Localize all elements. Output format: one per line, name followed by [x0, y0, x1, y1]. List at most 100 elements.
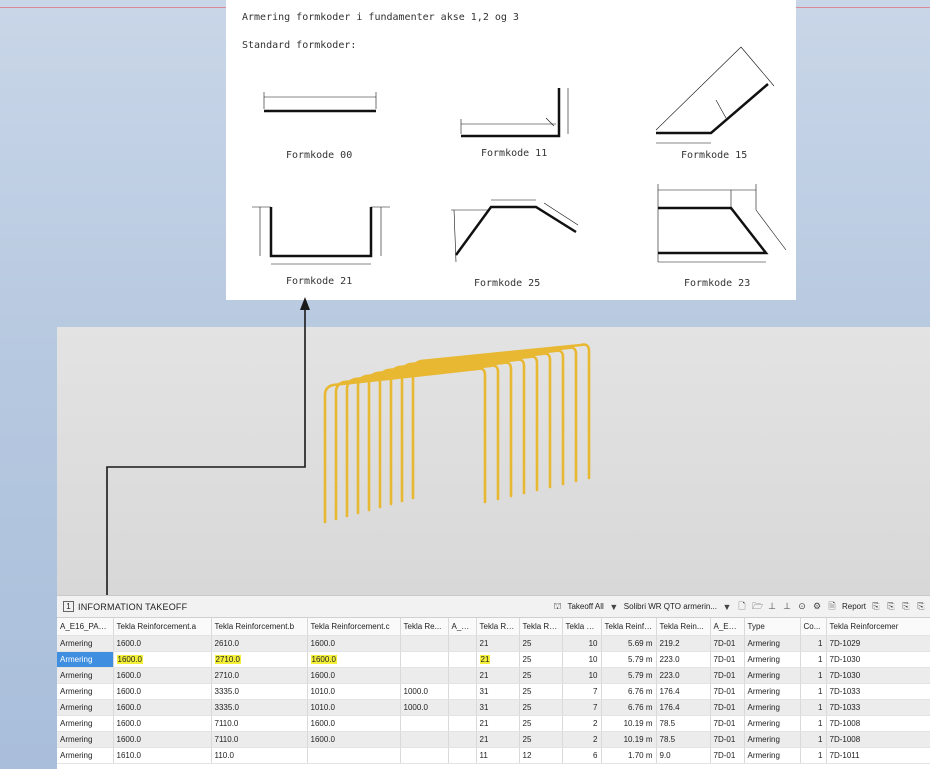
- table-cell[interactable]: 10.19 m: [601, 731, 657, 748]
- table-row[interactable]: Armering 1600.0 2710.0 1600.0 21 25 10 5.79 m 22…: [57, 667, 930, 684]
- table-cell[interactable]: 25: [519, 635, 563, 652]
- table-cell[interactable]: [307, 747, 401, 764]
- table-cell[interactable]: Armering: [744, 683, 801, 700]
- column-header[interactable]: Tekla Reinforcemer: [826, 618, 930, 636]
- table-cell[interactable]: [400, 635, 449, 652]
- table-cell[interactable]: 5.79 m: [601, 651, 657, 668]
- table-cell[interactable]: Armering: [57, 731, 114, 748]
- table-cell[interactable]: [448, 683, 477, 700]
- table-row[interactable]: Armering 1600.0 7110.0 1600.0 21 25 2 10.19 m 78…: [57, 731, 930, 748]
- table-cell[interactable]: Armering: [744, 747, 801, 764]
- table-cell[interactable]: 1: [800, 667, 827, 684]
- table-cell[interactable]: 1600.0: [113, 667, 212, 684]
- table-cell[interactable]: Armering: [744, 635, 801, 652]
- rebar-u-bar[interactable]: [323, 367, 487, 524]
- table-cell[interactable]: 176.4: [656, 683, 711, 700]
- table-cell[interactable]: 1: [800, 731, 827, 748]
- column-header[interactable]: Tekla R...: [562, 618, 602, 636]
- table-cell[interactable]: 3335.0: [211, 683, 308, 700]
- table-cell[interactable]: 7D-01: [710, 667, 745, 684]
- ruleset-select[interactable]: Solibri WR QTO armerin...: [623, 602, 717, 611]
- table-cell[interactable]: 6: [562, 747, 602, 764]
- table-row[interactable]: Armering 1600.0 2710.0 1600.0 21 25 10 5.79 m 22…: [57, 651, 930, 668]
- new-document-icon[interactable]: 🗋: [738, 600, 746, 611]
- table-cell[interactable]: [400, 715, 449, 732]
- rebar-u-bar[interactable]: [356, 358, 526, 515]
- table-cell[interactable]: 1600.0: [307, 731, 401, 748]
- copy-icon[interactable]: ⎘: [872, 601, 880, 611]
- table-cell[interactable]: 176.4: [656, 699, 711, 716]
- rebar-u-bar[interactable]: [345, 361, 513, 518]
- table-cell[interactable]: 7D-01: [710, 699, 745, 716]
- table-cell[interactable]: 21: [476, 715, 520, 732]
- column-header[interactable]: Tekla Re...: [476, 618, 520, 636]
- table-cell[interactable]: Armering: [744, 667, 801, 684]
- table-cell[interactable]: [448, 747, 477, 764]
- rebar-model[interactable]: [57, 327, 930, 595]
- table-cell[interactable]: 6.76 m: [601, 683, 657, 700]
- table-cell[interactable]: 1: [800, 747, 827, 764]
- table-cell[interactable]: 7D-1008: [826, 715, 930, 732]
- table-cell[interactable]: 25: [519, 683, 563, 700]
- table-cell[interactable]: 2: [562, 715, 602, 732]
- table-cell[interactable]: 10.19 m: [601, 715, 657, 732]
- model-3d-viewport[interactable]: [57, 327, 930, 595]
- table-cell[interactable]: [400, 651, 449, 668]
- table-cell[interactable]: 7D-1008: [826, 731, 930, 748]
- rebar-u-bar[interactable]: [389, 349, 565, 506]
- table-cell[interactable]: 7D-1030: [826, 651, 930, 668]
- table-cell[interactable]: 1: [800, 683, 827, 700]
- import-icon[interactable]: ⊥: [768, 601, 776, 611]
- table-cell[interactable]: 1: [800, 651, 827, 668]
- takeoff-all-button[interactable]: Takeoff All: [567, 602, 604, 611]
- more-icon[interactable]: ⎘: [917, 601, 925, 611]
- report-icon[interactable]: 🗎: [828, 600, 836, 611]
- paste-icon[interactable]: ⎘: [887, 601, 895, 611]
- table-cell[interactable]: 1600.0: [113, 683, 212, 700]
- table-cell[interactable]: 25: [519, 651, 563, 668]
- table-cell[interactable]: [400, 731, 449, 748]
- column-header[interactable]: A_E16...: [710, 618, 745, 636]
- table-cell[interactable]: 12: [519, 747, 563, 764]
- open-folder-icon[interactable]: 🗁: [751, 600, 764, 611]
- table-cell[interactable]: [448, 715, 477, 732]
- table-cell[interactable]: Armering: [744, 715, 801, 732]
- table-cell[interactable]: 7110.0: [211, 715, 308, 732]
- column-header[interactable]: Tekla Reinforcement.a: [113, 618, 212, 636]
- column-header[interactable]: Tekla Reinfor...: [601, 618, 657, 636]
- column-header[interactable]: Tekla Rei...: [519, 618, 563, 636]
- table-cell[interactable]: 219.2: [656, 635, 711, 652]
- table-cell[interactable]: 1600.0: [113, 651, 212, 668]
- table-cell[interactable]: 1600.0: [307, 715, 401, 732]
- table-cell[interactable]: 25: [519, 731, 563, 748]
- table-cell[interactable]: 7D-1029: [826, 635, 930, 652]
- table-cell[interactable]: Armering: [57, 715, 114, 732]
- table-cell[interactable]: 7D-01: [710, 635, 745, 652]
- column-header[interactable]: Tekla Rein...: [656, 618, 711, 636]
- table-cell[interactable]: 1000.0: [400, 699, 449, 716]
- table-cell[interactable]: Armering: [57, 683, 114, 700]
- table-cell[interactable]: 31: [476, 699, 520, 716]
- table-row[interactable]: Armering 1600.0 7110.0 1600.0 21 25 2 10.19 m 78…: [57, 715, 930, 732]
- table-row[interactable]: Armering 1610.0 110.0 11 12 6 1.70 m 9.0 7D-01 Ar…: [57, 747, 930, 764]
- table-cell[interactable]: 1600.0: [113, 731, 212, 748]
- table-cell[interactable]: 7D-01: [710, 715, 745, 732]
- column-header[interactable]: A_E16_PAR...: [57, 618, 114, 636]
- table-cell[interactable]: Armering: [744, 699, 801, 716]
- table-cell[interactable]: 9.0: [656, 747, 711, 764]
- table-cell[interactable]: [448, 731, 477, 748]
- table-cell[interactable]: 1600.0: [113, 715, 212, 732]
- column-header[interactable]: Tekla Reinforcement.b: [211, 618, 308, 636]
- table-cell[interactable]: 10: [562, 667, 602, 684]
- table-cell[interactable]: [448, 635, 477, 652]
- column-header[interactable]: Type: [744, 618, 801, 636]
- rebar-u-bar[interactable]: [400, 346, 578, 503]
- table-cell[interactable]: 1600.0: [113, 635, 212, 652]
- table-cell[interactable]: [400, 667, 449, 684]
- table-cell[interactable]: 5.79 m: [601, 667, 657, 684]
- table-cell[interactable]: 21: [476, 667, 520, 684]
- table-cell[interactable]: Armering: [57, 699, 114, 716]
- table-cell[interactable]: 7D-01: [710, 683, 745, 700]
- table-cell[interactable]: 3335.0: [211, 699, 308, 716]
- table-cell[interactable]: [448, 651, 477, 668]
